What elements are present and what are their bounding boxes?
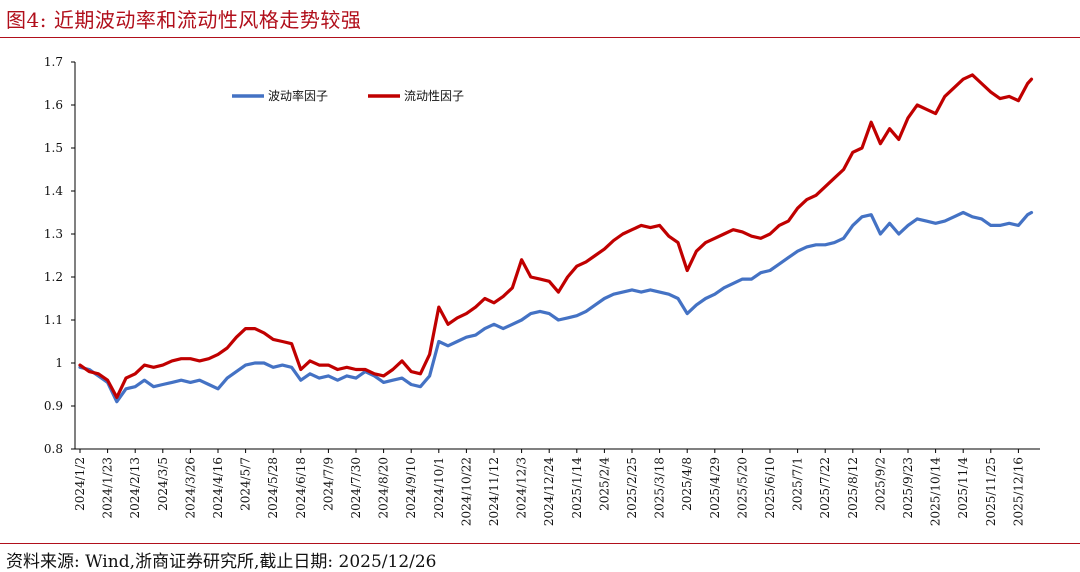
title-divider bbox=[0, 37, 1080, 38]
x-tick-label: 2025/7/22 bbox=[818, 457, 832, 519]
x-tick-label: 2025/4/8 bbox=[680, 457, 694, 511]
x-tick-label: 2025/9/23 bbox=[901, 457, 915, 519]
legend-label: 流动性因子 bbox=[404, 89, 464, 103]
x-tick-label: 2024/8/20 bbox=[377, 457, 391, 519]
source-note: 资料来源: Wind,浙商证券研究所,截止日期: 2025/12/26 bbox=[6, 552, 437, 572]
y-tick-label: 1.3 bbox=[44, 227, 63, 241]
x-tick-label: 2024/7/30 bbox=[349, 457, 363, 519]
y-tick-label: 1.7 bbox=[44, 55, 63, 69]
y-tick-label: 1.5 bbox=[44, 141, 63, 155]
x-tick-label: 2024/12/3 bbox=[515, 457, 529, 519]
x-tick-label: 2025/8/12 bbox=[846, 457, 860, 519]
figure-header: 图4: 近期波动率和流动性风格走势较强 bbox=[0, 0, 1080, 38]
x-tick-label: 2024/9/10 bbox=[404, 457, 418, 519]
x-tick-label: 2025/11/25 bbox=[984, 457, 998, 526]
y-tick-label: 1.1 bbox=[44, 313, 63, 327]
x-tick-label: 2025/3/18 bbox=[653, 457, 667, 519]
x-tick-label: 2024/1/2 bbox=[73, 457, 87, 511]
y-tick-label: 1 bbox=[55, 356, 63, 370]
line-chart: 0.8 0.9 1 1.1 1.2 1.3 1.4 1.5 1.6 1.7 2024/1/2 2024… bbox=[44, 55, 1040, 526]
x-tick-label: 2025/12/16 bbox=[1011, 457, 1025, 526]
x-tick-label: 2024/5/28 bbox=[266, 457, 280, 519]
y-tick-label: 0.9 bbox=[44, 399, 63, 413]
x-tick-label: 2025/6/10 bbox=[763, 457, 777, 519]
x-tick-label: 2024/4/16 bbox=[211, 457, 225, 519]
x-tick-label: 2024/6/18 bbox=[294, 457, 308, 519]
x-tick-label: 2025/7/1 bbox=[791, 457, 805, 511]
y-tick-label: 0.8 bbox=[44, 442, 63, 456]
chart-legend: 波动率因子 流动性因子 bbox=[232, 88, 464, 103]
x-tick-label: 2025/9/2 bbox=[873, 457, 887, 511]
chart-series bbox=[78, 73, 1034, 404]
figure-title: 图4: 近期波动率和流动性风格走势较强 bbox=[6, 8, 362, 32]
x-tick-label: 2025/5/20 bbox=[735, 457, 749, 519]
x-tick-label: 2025/1/14 bbox=[570, 457, 584, 519]
x-tick-label: 2024/2/13 bbox=[128, 457, 142, 519]
series-line-volatility bbox=[78, 210, 1034, 404]
x-tick-label: 2025/11/4 bbox=[956, 457, 970, 519]
y-tick-label: 1.2 bbox=[44, 270, 63, 284]
x-tick-label: 2025/4/29 bbox=[708, 457, 722, 519]
chart-axes: 0.8 0.9 1 1.1 1.2 1.3 1.4 1.5 1.6 1.7 2024/1/2 2024… bbox=[44, 55, 1040, 526]
x-tick-label: 2024/5/7 bbox=[239, 457, 253, 511]
y-tick-label: 1.6 bbox=[44, 98, 63, 112]
x-tick-label: 2024/10/1 bbox=[432, 457, 446, 519]
x-tick-label: 2024/10/22 bbox=[459, 457, 473, 526]
legend-label: 波动率因子 bbox=[268, 88, 328, 103]
footer-divider bbox=[0, 543, 1080, 544]
x-tick-label: 2025/2/25 bbox=[625, 457, 639, 519]
x-tick-label: 2025/2/4 bbox=[597, 457, 611, 511]
x-tick-label: 2024/3/26 bbox=[183, 457, 197, 519]
x-tick-label: 2024/11/12 bbox=[487, 457, 501, 526]
x-tick-label: 2024/12/24 bbox=[542, 457, 556, 527]
x-tick-label: 2024/7/9 bbox=[321, 457, 335, 511]
y-tick-label: 1.4 bbox=[44, 184, 63, 198]
x-tick-label: 2024/3/5 bbox=[156, 457, 170, 511]
x-tick-label: 2024/1/23 bbox=[101, 457, 115, 519]
series-line-liquidity bbox=[78, 73, 1034, 399]
x-tick-label: 2025/10/14 bbox=[929, 457, 943, 527]
